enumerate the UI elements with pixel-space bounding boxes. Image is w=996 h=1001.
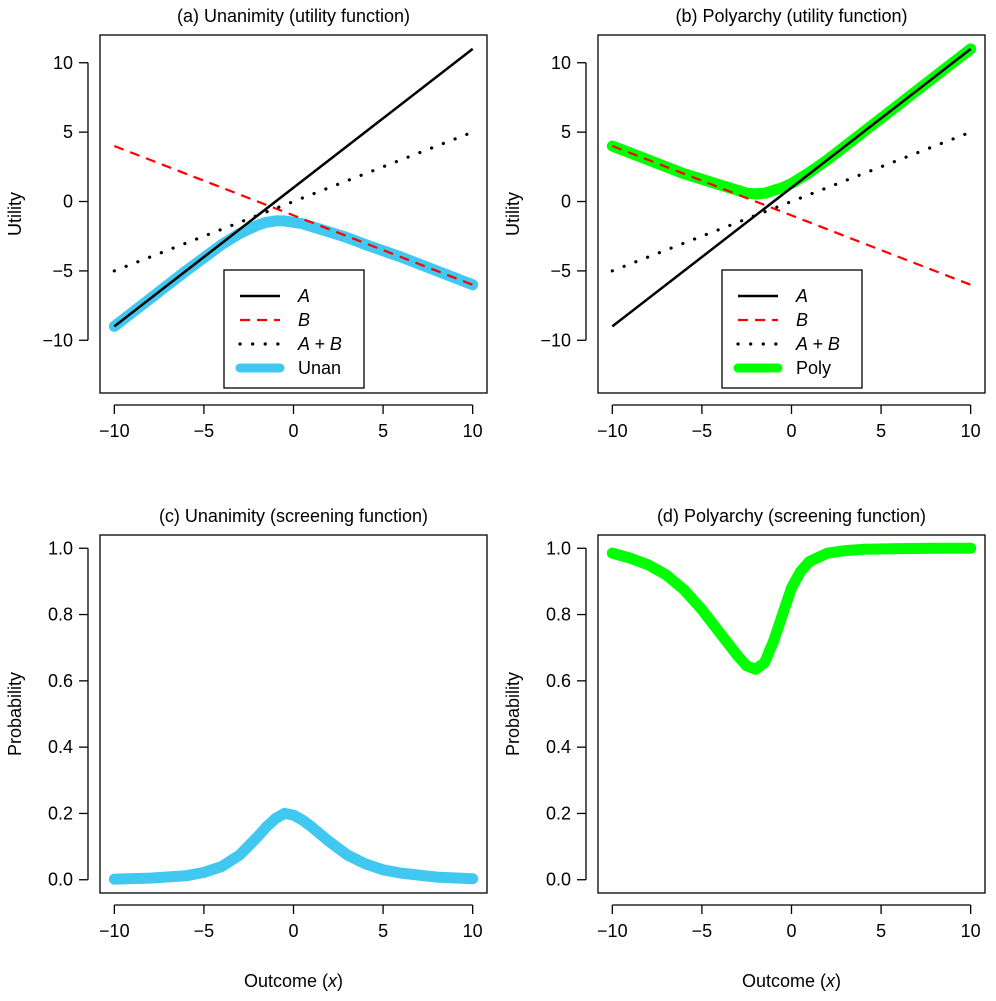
y-axis: −10 −5 0 5 10 (42, 53, 88, 351)
y-tick-label: 0.6 (48, 671, 73, 691)
y-tick-label: 1.0 (546, 538, 571, 558)
x-tick-label: 10 (463, 421, 483, 441)
legend-label: A (297, 286, 310, 306)
x-axis-label-prefix: Outcome ( (244, 971, 328, 991)
y-axis-label: Probability (503, 672, 523, 756)
y-tick-label: −5 (550, 261, 571, 281)
x-axis-label-suffix: ) (835, 971, 841, 991)
chart-title: (c) Unanimity (screening function) (159, 506, 428, 526)
chart-panel-c: (c) Unanimity (screening function) −10 −5 0… (5, 506, 487, 991)
plot-frame (100, 535, 487, 893)
y-tick-label: 5 (561, 122, 571, 142)
x-tick-label: 0 (786, 921, 796, 941)
legend-label: B (298, 310, 310, 330)
x-axis-label-prefix: Outcome ( (742, 971, 826, 991)
series-line-b (612, 146, 970, 285)
y-tick-label: −10 (42, 330, 73, 350)
legend-label: Poly (796, 358, 831, 378)
y-tick-label: 0.6 (546, 671, 571, 691)
legend-label: A (795, 286, 808, 306)
legend-label: B (796, 310, 808, 330)
x-tick-label: 10 (961, 921, 981, 941)
series-line-a-b (612, 132, 970, 271)
x-tick-label: 0 (786, 421, 796, 441)
chart-panel-d: (d) Polyarchy (screening function) −10 −5 0… (503, 506, 985, 991)
series-line-b (114, 146, 472, 285)
y-axis-label: Probability (5, 672, 25, 756)
chart-title: (d) Polyarchy (screening function) (657, 506, 926, 526)
y-tick-label: −10 (540, 330, 571, 350)
y-tick-label: 0.4 (48, 737, 73, 757)
y-tick-label: 10 (551, 53, 571, 73)
x-tick-label: −10 (99, 421, 130, 441)
y-tick-label: 0.2 (546, 803, 571, 823)
x-axis-label-suffix: ) (337, 971, 343, 991)
x-axis: −10 −5 0 5 10 (597, 905, 981, 941)
y-axis: −10 −5 0 5 10 (540, 53, 586, 351)
y-tick-label: 0.0 (546, 870, 571, 890)
y-axis-label: Utility (503, 192, 523, 236)
x-tick-label: −5 (692, 421, 713, 441)
y-axis: 0.0 0.2 0.4 0.6 0.8 1.0 (546, 538, 586, 889)
legend-label: A + B (297, 334, 342, 354)
x-tick-label: −5 (194, 921, 215, 941)
x-tick-label: 0 (288, 421, 298, 441)
y-tick-label: 1.0 (48, 538, 73, 558)
x-axis-label: Outcome (x) (742, 971, 841, 991)
x-tick-label: 5 (876, 921, 886, 941)
x-axis-label: Outcome (x) (244, 971, 343, 991)
y-tick-label: 0 (63, 192, 73, 212)
x-tick-label: 5 (378, 921, 388, 941)
x-tick-label: −10 (597, 421, 628, 441)
y-tick-label: 0.2 (48, 803, 73, 823)
chart-title: (b) Polyarchy (utility function) (675, 6, 907, 26)
chart-title: (a) Unanimity (utility function) (177, 6, 410, 26)
y-tick-label: 0.0 (48, 870, 73, 890)
x-tick-label: 5 (876, 421, 886, 441)
x-axis: −10 −5 0 5 10 (597, 405, 981, 441)
legend-label: A + B (795, 334, 840, 354)
x-tick-label: −10 (99, 921, 130, 941)
series-line-unan (114, 813, 472, 879)
y-tick-label: 0.8 (546, 605, 571, 625)
x-tick-label: 0 (288, 921, 298, 941)
y-tick-label: 5 (63, 122, 73, 142)
y-tick-label: −5 (52, 261, 73, 281)
legend: AB A + B Poly (722, 270, 862, 388)
legend-label: Unan (298, 358, 341, 378)
x-axis: −10 −5 0 5 10 (99, 905, 483, 941)
chart-panel-a: (a) Unanimity (utility function) −10 −5 0 5 1… (5, 6, 487, 441)
x-tick-label: −5 (692, 921, 713, 941)
y-tick-label: 0.4 (546, 737, 571, 757)
x-tick-label: −10 (597, 921, 628, 941)
y-tick-label: 0 (561, 192, 571, 212)
series-line-poly (612, 49, 970, 194)
x-axis: −10 −5 0 5 10 (99, 405, 483, 441)
series-line-poly (612, 548, 970, 669)
series-line-a-b (114, 132, 472, 271)
y-tick-label: 10 (53, 53, 73, 73)
legend: AB A + B Unan (224, 270, 364, 388)
chart-panel-b: (b) Polyarchy (utility function) −10 −5 0 5 1… (503, 6, 985, 441)
x-tick-label: 10 (463, 921, 483, 941)
x-tick-label: 5 (378, 421, 388, 441)
y-tick-label: 0.8 (48, 605, 73, 625)
y-axis-label: Utility (5, 192, 25, 236)
x-tick-label: −5 (194, 421, 215, 441)
y-axis: 0.0 0.2 0.4 0.6 0.8 1.0 (48, 538, 88, 889)
x-tick-label: 10 (961, 421, 981, 441)
